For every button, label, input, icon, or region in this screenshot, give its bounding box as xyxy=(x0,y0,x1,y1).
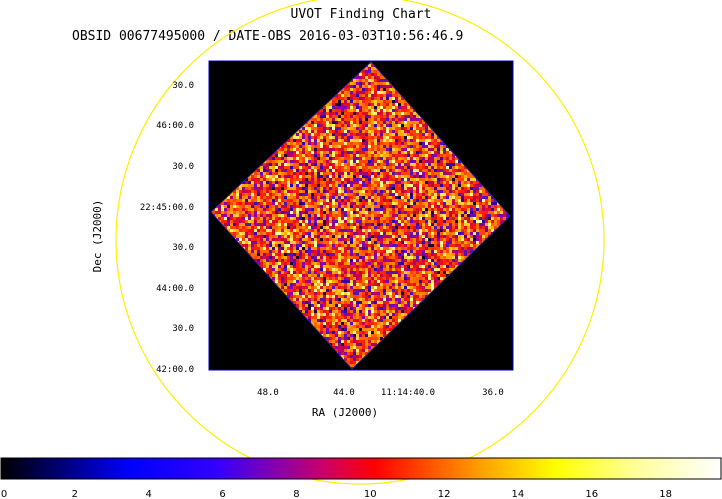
colorbar-tick-label: 14 xyxy=(512,489,525,499)
colorbar-tick-label: 18 xyxy=(659,489,672,499)
chart-subtitle: OBSID 00677495000 / DATE-OBS 2016-03-03T… xyxy=(72,29,464,44)
colorbar-tick-label: 16 xyxy=(585,489,598,499)
y-tick-label: 42:00.0 xyxy=(156,365,194,375)
y-tick-label: 30.0 xyxy=(172,81,194,91)
colorbar-tick-label: 6 xyxy=(219,489,225,499)
x-tick-label: 48.0 xyxy=(257,388,279,398)
y-tick-label: 30.0 xyxy=(172,162,194,172)
y-tick-label: 30.0 xyxy=(172,243,194,253)
colorbar-tick-label: 8 xyxy=(293,489,299,499)
exposure-edge xyxy=(210,61,511,370)
y-tick-label: 30.0 xyxy=(172,324,194,334)
y-tick-label: 46:00.0 xyxy=(156,121,194,131)
colorbar-tick-label: 0 xyxy=(1,489,7,499)
colorbar xyxy=(0,457,722,480)
chart-title: UVOT Finding Chart xyxy=(290,7,432,22)
colorbar-tick-label: 10 xyxy=(364,489,377,499)
x-tick-label: 36.0 xyxy=(482,388,504,398)
x-tick-label: 44.0 xyxy=(333,388,355,398)
x-tick-label: 11:14:40.0 xyxy=(381,388,435,398)
field-of-view-circle xyxy=(115,0,605,485)
colorbar-tick-label: 4 xyxy=(146,489,152,499)
x-axis-label: RA (J2000) xyxy=(312,406,378,419)
y-axis-label: Dec (J2000) xyxy=(91,200,104,273)
y-tick-label: 22:45:00.0 xyxy=(140,203,194,213)
y-tick-label: 44:00.0 xyxy=(156,284,194,294)
colorbar-tick-label: 2 xyxy=(72,489,78,499)
colorbar-tick-label: 12 xyxy=(438,489,451,499)
